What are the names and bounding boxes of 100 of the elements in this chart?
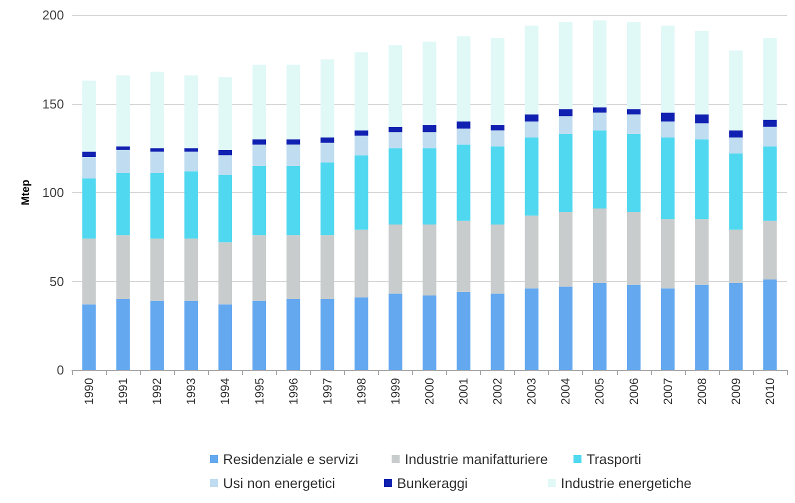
y-tick-label: 100 <box>42 185 64 200</box>
bar <box>763 146 777 221</box>
bar <box>490 125 504 130</box>
bar <box>456 292 470 370</box>
legend-label: Industrie manifatturiere <box>404 451 564 467</box>
bar <box>286 235 300 299</box>
bar <box>695 123 709 140</box>
bar <box>286 139 300 145</box>
bar <box>184 238 198 301</box>
bar <box>252 139 266 145</box>
x-tick-label: 1990 <box>82 378 96 405</box>
x-tick-label: 2003 <box>524 378 539 405</box>
x-tick-label: 1997 <box>320 378 334 405</box>
bar <box>661 26 675 113</box>
bar <box>524 288 538 370</box>
bar <box>661 122 675 138</box>
y-tick-label: 0 <box>56 362 64 378</box>
bar <box>218 77 232 150</box>
bar <box>388 126 402 132</box>
x-tick-label: 1993 <box>184 378 198 405</box>
bar <box>456 144 470 221</box>
bar <box>252 144 266 166</box>
x-tick-label: 2005 <box>592 378 607 405</box>
legend-label: Trasporti <box>586 451 716 467</box>
bar <box>354 155 368 230</box>
bar <box>729 137 743 154</box>
bar <box>490 146 504 224</box>
bar <box>184 152 198 172</box>
bar <box>82 304 96 370</box>
x-tick-label: 1996 <box>286 378 300 405</box>
bar <box>82 238 96 304</box>
bar <box>626 114 641 134</box>
bar <box>763 120 777 127</box>
x-tick-label: 2000 <box>422 378 436 405</box>
bar <box>82 152 96 157</box>
x-tick-label: 2004 <box>558 378 573 405</box>
bar <box>592 20 607 108</box>
bar <box>320 142 334 162</box>
bar <box>695 114 709 124</box>
x-tick-label: 1998 <box>354 378 368 405</box>
bar <box>592 107 607 113</box>
bar <box>456 128 470 145</box>
bar <box>184 300 198 370</box>
bar <box>490 294 504 370</box>
bar <box>524 122 538 138</box>
bar <box>218 155 232 175</box>
bar <box>150 152 164 173</box>
bar <box>388 294 402 370</box>
bar <box>184 148 198 152</box>
x-tick-label: 2009 <box>728 378 743 405</box>
bar <box>218 174 232 242</box>
bar <box>116 75 130 146</box>
bar <box>320 59 334 138</box>
bar <box>354 52 368 130</box>
bar <box>184 75 198 148</box>
bar <box>626 284 641 370</box>
x-tick-label: 2006 <box>626 378 641 405</box>
bar <box>558 212 572 287</box>
legend-label: Industrie energetiche <box>560 475 719 491</box>
bar <box>558 22 572 110</box>
x-tick-label: 1991 <box>116 378 130 405</box>
bar <box>626 109 641 114</box>
bar <box>729 230 743 284</box>
bar <box>592 283 607 370</box>
bar <box>218 150 232 156</box>
bar <box>695 30 709 114</box>
bar <box>422 132 436 148</box>
bar <box>422 125 436 132</box>
bar <box>558 286 572 370</box>
legend-label: Bunkeraggi <box>396 475 538 491</box>
bar <box>763 38 777 120</box>
bar <box>729 283 743 370</box>
bar <box>729 153 743 230</box>
bar <box>184 171 198 239</box>
bar <box>558 116 572 134</box>
bar <box>218 242 232 304</box>
bar <box>695 284 709 370</box>
bar <box>252 235 266 301</box>
bar <box>388 224 402 294</box>
bar <box>695 139 709 220</box>
bar <box>592 208 607 284</box>
y-tick-label: 150 <box>42 96 64 112</box>
bar <box>456 220 470 292</box>
bar <box>320 235 334 299</box>
legend-label: Usi non energetici <box>223 475 374 491</box>
bar <box>150 148 164 152</box>
y-axis-title: Mtep <box>20 179 32 206</box>
x-tick-label: 1999 <box>388 378 402 405</box>
bar <box>82 178 96 239</box>
bar <box>388 45 402 127</box>
bar <box>252 166 266 236</box>
bar <box>524 216 538 288</box>
bar <box>661 288 675 370</box>
bar <box>592 130 607 208</box>
bar <box>82 157 96 178</box>
bar <box>320 137 334 143</box>
bar <box>490 130 504 146</box>
bar <box>320 162 334 236</box>
bar <box>150 300 164 370</box>
bar <box>490 224 504 294</box>
